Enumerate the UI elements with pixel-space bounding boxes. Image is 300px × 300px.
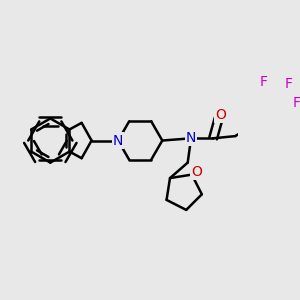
- Text: O: O: [216, 108, 226, 122]
- Text: O: O: [191, 165, 202, 179]
- Text: N: N: [113, 134, 123, 148]
- Text: F: F: [259, 75, 267, 89]
- Text: F: F: [293, 96, 300, 110]
- Text: F: F: [284, 76, 292, 91]
- Text: N: N: [186, 131, 196, 145]
